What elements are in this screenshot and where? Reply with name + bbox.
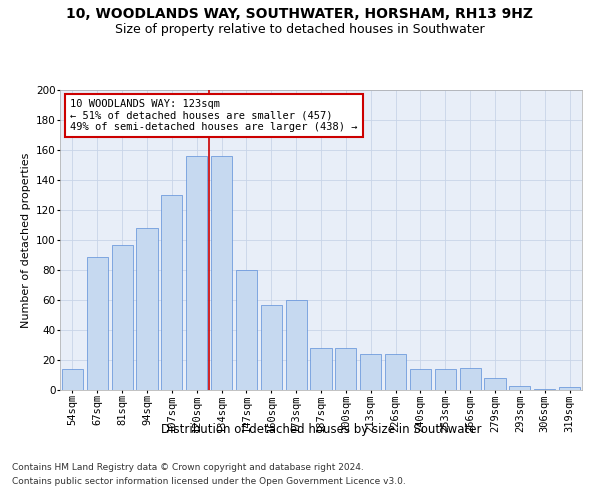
Bar (484, 378, 506, 390)
Text: Contains public sector information licensed under the Open Government Licence v3: Contains public sector information licen… (12, 477, 406, 486)
Bar (509, 386, 530, 390)
Bar (261, 304, 282, 390)
Bar (310, 348, 332, 390)
Bar (360, 354, 381, 390)
Bar (136, 228, 158, 390)
Bar (410, 369, 431, 390)
Bar (211, 156, 232, 390)
Y-axis label: Number of detached properties: Number of detached properties (20, 152, 31, 328)
Bar (161, 195, 182, 390)
Text: Contains HM Land Registry data © Crown copyright and database right 2024.: Contains HM Land Registry data © Crown c… (12, 464, 364, 472)
Bar (385, 354, 406, 390)
Bar (335, 348, 356, 390)
Bar (236, 270, 257, 390)
Bar (186, 156, 207, 390)
Text: Distribution of detached houses by size in Southwater: Distribution of detached houses by size … (161, 422, 481, 436)
Bar (534, 388, 555, 390)
Text: 10 WOODLANDS WAY: 123sqm
← 51% of detached houses are smaller (457)
49% of semi-: 10 WOODLANDS WAY: 123sqm ← 51% of detach… (70, 99, 358, 132)
Bar (559, 387, 580, 390)
Bar (460, 368, 481, 390)
Text: 10, WOODLANDS WAY, SOUTHWATER, HORSHAM, RH13 9HZ: 10, WOODLANDS WAY, SOUTHWATER, HORSHAM, … (67, 8, 533, 22)
Bar (87, 256, 108, 390)
Bar (62, 369, 83, 390)
Bar (112, 244, 133, 390)
Bar (435, 369, 456, 390)
Text: Size of property relative to detached houses in Southwater: Size of property relative to detached ho… (115, 22, 485, 36)
Bar (286, 300, 307, 390)
